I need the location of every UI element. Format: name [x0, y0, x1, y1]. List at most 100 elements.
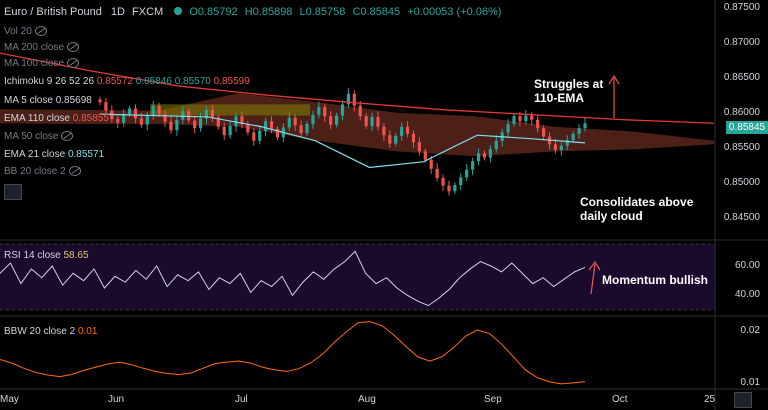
low-value: L0.85758 [299, 6, 346, 18]
annotation-struggles: Struggles at 110-EMA [534, 77, 604, 105]
rsi-tick-label: 60.00 [734, 260, 760, 271]
candle-body [234, 116, 238, 127]
symbol-title[interactable]: Euro / British Pound [4, 6, 102, 18]
candle-body [334, 115, 339, 125]
candle-body [157, 105, 161, 115]
legend-ema21[interactable]: EMA 21 close 0.85571 [4, 149, 104, 161]
candle-body [494, 140, 498, 150]
candle-body [287, 117, 291, 128]
legend-ichimoku[interactable]: Ichimoku 9 26 52 26 0.85572 0.85846 0.85… [4, 76, 250, 88]
candle-body [370, 116, 374, 127]
candle-body [163, 114, 167, 122]
time-tick-label: Oct [612, 394, 628, 405]
candle-body [435, 168, 439, 178]
candle-body [104, 102, 108, 111]
candle-body [317, 107, 321, 115]
ema110-value: 0.85855 [72, 113, 109, 124]
candle-body [488, 149, 492, 158]
candle-body [530, 115, 534, 120]
legend-ema110-label: EMA 110 close [4, 113, 70, 124]
candle-body [216, 117, 220, 127]
interval[interactable]: 1D [110, 6, 125, 18]
candle-body [518, 116, 522, 122]
candle-body [447, 185, 451, 192]
candle-body [269, 121, 274, 129]
legend-ema110[interactable]: EMA 110 close 0.85855 [4, 113, 109, 125]
price-tick-label: 0.84500 [723, 211, 760, 223]
visibility-icon[interactable] [67, 58, 80, 69]
go-to-date-button[interactable] [734, 392, 752, 408]
candle-body [512, 116, 516, 124]
candle-body [388, 135, 392, 144]
price-tick-label: 0.85500 [723, 141, 760, 153]
candle-body [222, 126, 226, 136]
legend-ma5-label: MA 5 close [4, 95, 53, 106]
candle-body [471, 161, 475, 170]
candle-body [193, 120, 197, 129]
bbw-tick-label: 0.02 [740, 324, 760, 336]
rsi-legend[interactable]: RSI 14 close 58.65 [4, 250, 89, 262]
legend-ma5[interactable]: MA 5 close 0.85698 [4, 95, 92, 107]
annotation-consolidates: Consolidates above daily cloud [580, 195, 694, 223]
legend-ma200[interactable]: MA 200 close [4, 42, 80, 54]
candle-body [423, 151, 427, 160]
price-tick-label: 0.86500 [723, 71, 760, 83]
candle-body [252, 132, 256, 141]
candle-body [346, 93, 351, 105]
visibility-icon[interactable] [68, 166, 81, 177]
candle-body [145, 115, 149, 125]
legend-ma50[interactable]: MA 50 close [4, 131, 74, 143]
candle-body [98, 99, 102, 103]
candle-body [139, 118, 144, 125]
candle-body [116, 119, 120, 123]
candle-body [340, 104, 345, 116]
legend-bb[interactable]: BB 20 close 2 [4, 166, 81, 178]
arrow-momentum [588, 260, 601, 295]
candle-body [453, 184, 457, 192]
time-tick-label: Jun [108, 394, 125, 405]
candle-body [358, 105, 362, 117]
legend-ichimoku-label: Ichimoku 9 26 52 26 [4, 76, 95, 87]
candle-body [411, 133, 416, 143]
visibility-icon[interactable] [34, 26, 47, 37]
candle-body [459, 177, 463, 185]
candle-body [441, 177, 445, 186]
bbw-label: BBW 20 close 2 [4, 326, 76, 337]
candle-body [382, 126, 386, 136]
visibility-icon[interactable] [67, 42, 80, 53]
legend-ma200-label: MA 200 close [4, 42, 65, 53]
legend-ma100[interactable]: MA 100 close [4, 58, 80, 70]
visibility-icon[interactable] [61, 131, 74, 142]
ichimoku-value-1: 0.85572 [96, 76, 133, 87]
candle-body [482, 153, 487, 158]
candle-body [577, 128, 581, 134]
candle-body [258, 130, 262, 141]
open-value: O0.85792 [189, 6, 238, 18]
annotation-momentum: Momentum bullish [602, 273, 708, 287]
candle-body [536, 119, 540, 129]
candle-body [329, 116, 333, 125]
candle-body [352, 93, 356, 106]
legend-bb-label: BB 20 close 2 [4, 166, 66, 177]
collapse-legend-button[interactable] [4, 184, 22, 200]
legend-ma50-label: MA 50 close [4, 131, 59, 142]
candle-body [240, 116, 244, 124]
candle-body [571, 133, 575, 141]
candle-body [169, 121, 173, 131]
candle-body [311, 114, 315, 124]
legend-vol[interactable]: Vol 20 [4, 26, 47, 38]
candle-body [228, 126, 232, 136]
candle-body [210, 109, 214, 118]
candle-body [376, 116, 380, 127]
candle-body [394, 135, 398, 144]
candle-body [127, 108, 132, 115]
ichimoku-value-4: 0.85599 [213, 76, 250, 87]
rsi-value: 58.65 [63, 250, 89, 261]
bbw-legend[interactable]: BBW 20 close 2 0.01 [4, 326, 97, 338]
candle-body [305, 123, 309, 134]
candle-body [553, 144, 558, 150]
chart-header: Euro / British Pound 1D FXCM O0.85792 H0… [4, 6, 501, 19]
candle-body [476, 153, 481, 162]
